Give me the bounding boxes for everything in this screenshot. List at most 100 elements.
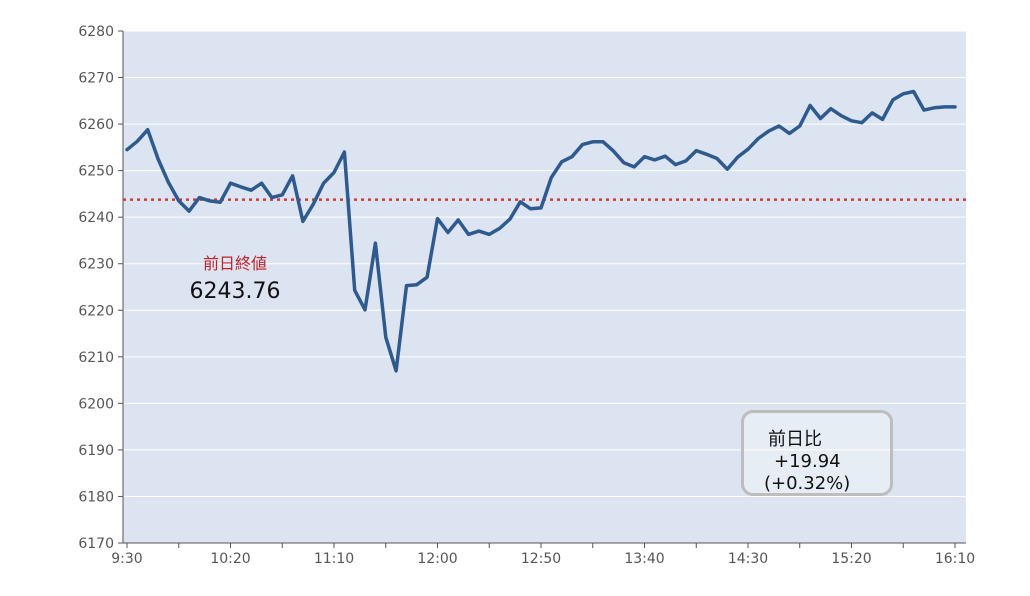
data-point: [954, 106, 956, 108]
y-tick-label: 6280: [78, 24, 114, 40]
data-point: [271, 196, 273, 199]
data-point: [819, 117, 822, 120]
data-point: [322, 182, 325, 184]
data-point: [136, 140, 139, 143]
x-tick-label: 9:30: [111, 551, 142, 567]
data-point: [126, 148, 128, 151]
data-point: [519, 201, 522, 203]
data-point: [654, 159, 656, 161]
previous-close-annotation: 前日終値 6243.76: [170, 253, 300, 307]
data-point: [664, 155, 666, 157]
x-tick-label: 12:00: [417, 551, 457, 567]
data-point: [571, 155, 573, 158]
plot-area: [123, 31, 966, 543]
data-point: [540, 207, 542, 209]
y-tick-label: 6170: [78, 536, 114, 552]
data-point: [198, 196, 201, 199]
data-point: [685, 160, 687, 162]
data-point: [695, 149, 698, 152]
data-point: [250, 189, 252, 191]
change-title: 前日比: [768, 429, 822, 450]
data-point: [353, 289, 356, 292]
change-percent: (+0.32%): [764, 473, 851, 494]
data-point: [426, 276, 428, 279]
x-axis-ticks: 9:30 10:20 11:10 12:00 12:50 13:40 14:30 15:20 1…: [111, 551, 975, 567]
x-tick-label: 14:30: [728, 551, 768, 567]
y-tick-label: 6190: [78, 443, 114, 459]
y-tick-label: 6200: [78, 396, 114, 412]
data-point: [364, 309, 366, 311]
y-tick-label: 6260: [78, 117, 114, 133]
data-point: [146, 128, 149, 131]
data-point: [219, 201, 221, 204]
data-point: [788, 132, 791, 135]
data-point: [643, 155, 646, 158]
gridlines: [123, 30, 966, 497]
x-tick-label: 10:20: [210, 551, 250, 567]
series-points: [126, 90, 956, 372]
data-point: [612, 150, 615, 152]
data-point: [529, 208, 532, 210]
data-point: [498, 227, 501, 230]
data-point: [861, 121, 863, 124]
axes: [118, 30, 966, 548]
y-tick-label: 6230: [78, 257, 114, 273]
data-point: [840, 114, 842, 117]
data-point: [209, 200, 211, 202]
data-point: [881, 118, 884, 121]
data-point: [716, 157, 718, 160]
data-point: [767, 130, 770, 132]
data-point: [447, 231, 449, 234]
data-point: [602, 141, 604, 143]
data-point: [799, 125, 801, 127]
y-tick-label: 6240: [78, 210, 114, 226]
y-tick-label: 6210: [78, 350, 114, 366]
data-point: [405, 284, 408, 287]
data-point: [633, 166, 635, 168]
data-point: [416, 283, 418, 286]
x-tick-label: 11:10: [314, 551, 354, 567]
x-tick-label: 15:20: [831, 551, 871, 567]
previous-close-value: 6243.76: [189, 279, 281, 304]
y-tick-label: 6220: [78, 303, 114, 319]
y-axis-ticks: 6170 6180 6190 6200 6210 6220 6230 6240 6250 6260…: [78, 24, 114, 552]
data-point: [902, 93, 905, 95]
x-tick-label: 12:50: [521, 551, 561, 567]
y-tick-label: 6180: [78, 489, 114, 505]
data-point: [291, 175, 294, 177]
data-point: [623, 161, 625, 164]
data-point: [157, 158, 159, 160]
data-point: [312, 203, 315, 205]
data-point: [726, 168, 729, 170]
data-point: [178, 200, 180, 202]
data-point: [281, 194, 284, 196]
data-point: [736, 156, 739, 158]
change-summary-box: 前日比 +19.94 (+0.32%): [741, 410, 893, 496]
data-point: [436, 217, 439, 220]
data-point: [374, 242, 377, 244]
data-point: [778, 125, 780, 127]
x-tick-label: 13:40: [624, 551, 664, 567]
data-point: [581, 143, 584, 146]
data-point: [478, 230, 480, 232]
data-point: [560, 161, 563, 163]
data-point: [923, 109, 925, 111]
data-point: [592, 141, 594, 143]
data-point: [550, 176, 553, 179]
data-point: [302, 220, 304, 223]
data-point: [333, 171, 335, 174]
data-point: [488, 233, 491, 236]
data-point: [229, 182, 232, 184]
data-point: [747, 148, 749, 150]
data-point: [385, 336, 387, 339]
data-point: [395, 370, 397, 372]
data-point: [509, 218, 511, 220]
y-tick-label: 6250: [78, 164, 114, 180]
data-point: [705, 153, 708, 156]
data-point: [757, 137, 760, 140]
data-point: [933, 107, 936, 109]
previous-close-label: 前日終値: [202, 254, 267, 273]
data-point: [167, 181, 170, 184]
data-point: [457, 219, 460, 221]
